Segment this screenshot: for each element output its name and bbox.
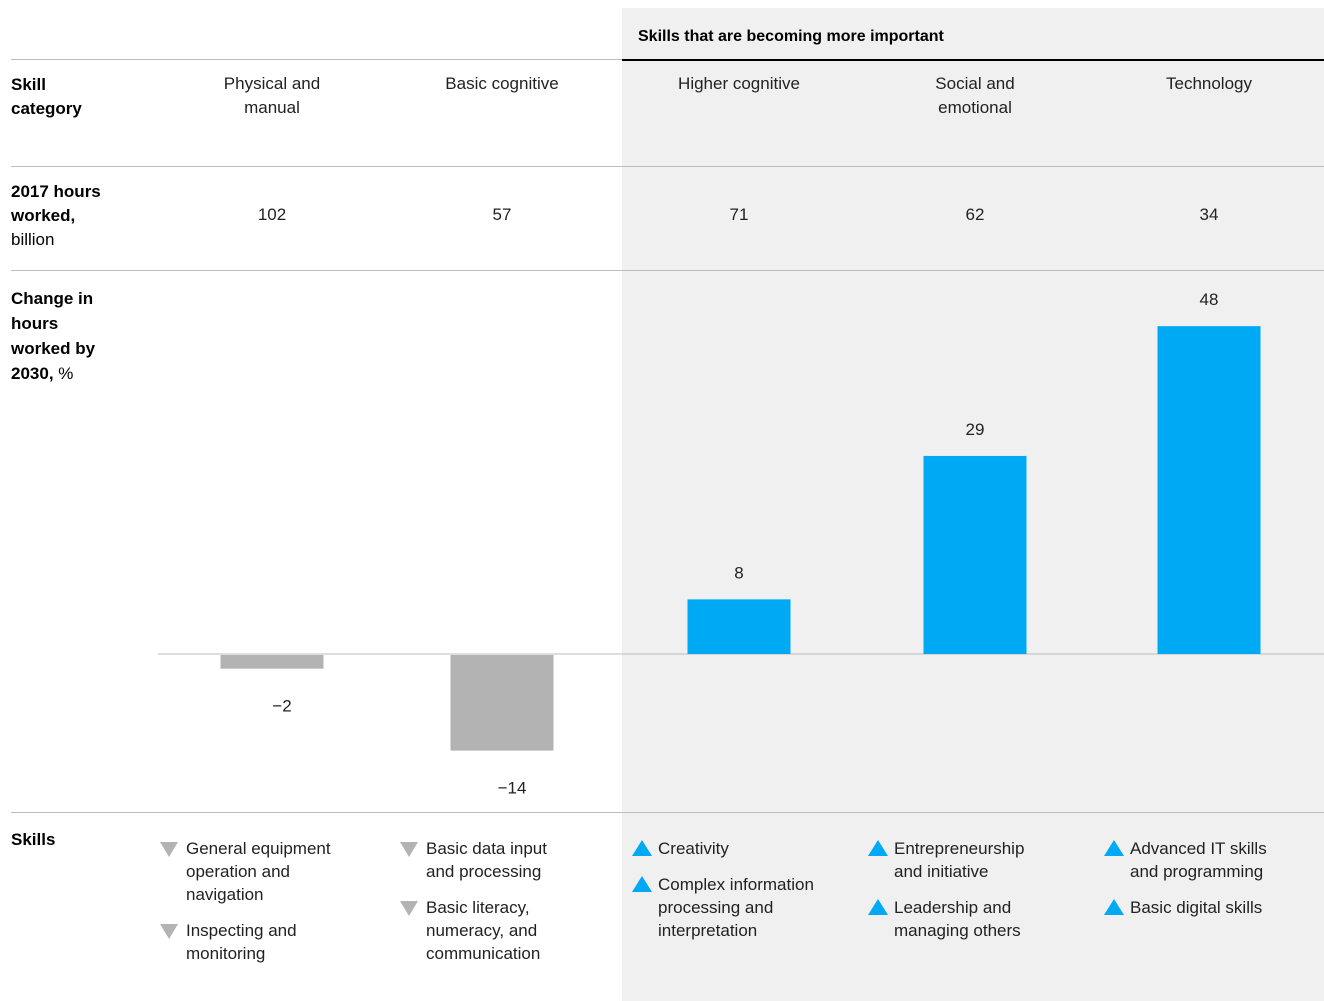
hours-2017-value: 34	[1199, 205, 1219, 224]
bar	[220, 655, 324, 669]
category-header-line: Basic cognitive	[445, 74, 559, 93]
triangle-down-icon	[400, 901, 418, 916]
triangle-up-icon	[632, 876, 652, 892]
skill-item: Inspecting and monitoring	[160, 919, 331, 965]
banner-rule	[622, 59, 1324, 61]
triangle-up-icon	[632, 840, 652, 856]
hours-2017-value: 71	[729, 205, 749, 224]
bar-value-label: −2	[272, 697, 291, 716]
bar-value-label: −14	[498, 779, 527, 798]
hours-2017-value: 102	[257, 205, 287, 224]
skill-text: and programming	[1130, 862, 1264, 881]
row-label-category: Skill category	[11, 75, 82, 118]
bar	[687, 599, 791, 654]
skill-text: Complex information	[658, 875, 814, 894]
skill-text: Advanced IT skills	[1130, 839, 1267, 858]
skill-text: Leadership and	[894, 898, 1012, 917]
skill-text: Basic data input	[426, 839, 547, 858]
skill-item: Basic data input and processing	[400, 837, 547, 883]
skills-column: Entrepreneurship and initiative Leadership…	[868, 837, 1024, 955]
skills-column: General equipment operation and navigation…	[160, 837, 331, 978]
triangle-down-icon	[160, 842, 178, 857]
category-header: Physical and manual	[152, 72, 392, 120]
skill-item: Complex information processing and interpr…	[632, 873, 814, 942]
skill-text: Creativity	[658, 839, 729, 858]
triangle-down-icon	[160, 924, 178, 939]
skill-text: operation and	[186, 862, 290, 881]
skill-text: General equipment	[186, 839, 331, 858]
category-header-line: Higher cognitive	[678, 74, 800, 93]
skill-item: Advanced IT skills and programming	[1104, 837, 1267, 883]
category-header-line: Technology	[1165, 74, 1252, 93]
category-header-line: Physical and	[223, 74, 321, 93]
bar	[923, 455, 1027, 654]
hours-2017-value: 57	[492, 205, 512, 224]
skills-column: Basic data input and processing Basic lite…	[400, 837, 547, 978]
triangle-up-icon	[868, 899, 888, 915]
top-rule	[11, 59, 622, 60]
skills-column: Creativity Complex information processing …	[632, 837, 814, 955]
bar	[450, 655, 554, 751]
divider-1	[11, 166, 1324, 167]
skill-item: Creativity	[632, 837, 814, 860]
banner-title: Skills that are becoming more important	[638, 28, 944, 45]
row-label-skills: Skills	[11, 830, 56, 849]
bar	[1157, 326, 1261, 654]
skill-text: numeracy, and	[426, 921, 538, 940]
skill-text: interpretation	[658, 921, 758, 940]
category-header-line: Social and	[935, 74, 1015, 93]
skill-text: Basic digital skills	[1130, 898, 1263, 917]
bar-value-label: 8	[734, 563, 743, 582]
triangle-up-icon	[868, 840, 888, 856]
skill-text: managing others	[894, 921, 1021, 940]
skill-text: and processing	[426, 862, 542, 881]
skill-text: communication	[426, 944, 541, 963]
category-header: Social and emotional	[855, 72, 1095, 120]
triangle-up-icon	[1104, 899, 1124, 915]
skill-item: Leadership and managing others	[868, 896, 1024, 942]
skill-text: Basic literacy,	[426, 898, 530, 917]
divider-3	[11, 812, 1324, 813]
triangle-down-icon	[400, 842, 418, 857]
category-header-line: manual	[244, 98, 300, 117]
skill-item: Basic literacy, numeracy, and communicatio…	[400, 896, 547, 965]
category-header-line: emotional	[938, 98, 1012, 117]
triangle-up-icon	[1104, 840, 1124, 856]
hours-2017-value: 62	[965, 205, 985, 224]
skill-text: and initiative	[894, 862, 989, 881]
skill-text: navigation	[186, 885, 264, 904]
skill-text: processing and	[658, 898, 774, 917]
divider-2	[11, 270, 1324, 271]
skill-text: Inspecting and	[186, 921, 297, 940]
row-label-change: Change in hours worked by 2030, %	[11, 289, 96, 383]
category-header: Basic cognitive	[382, 72, 622, 96]
skill-item: General equipment operation and navigation	[160, 837, 331, 906]
category-header: Technology	[1089, 72, 1324, 96]
category-header: Higher cognitive	[619, 72, 859, 96]
skills-column: Advanced IT skills and programming Basic d…	[1104, 837, 1267, 932]
bar-value-label: 48	[1200, 290, 1219, 309]
skill-item: Basic digital skills	[1104, 896, 1267, 919]
skill-item: Entrepreneurship and initiative	[868, 837, 1024, 883]
row-label-hours: 2017 hours worked, billion	[11, 182, 101, 249]
bar-value-label: 29	[966, 420, 985, 439]
skill-text: Entrepreneurship	[894, 839, 1025, 858]
skill-text: monitoring	[186, 944, 266, 963]
